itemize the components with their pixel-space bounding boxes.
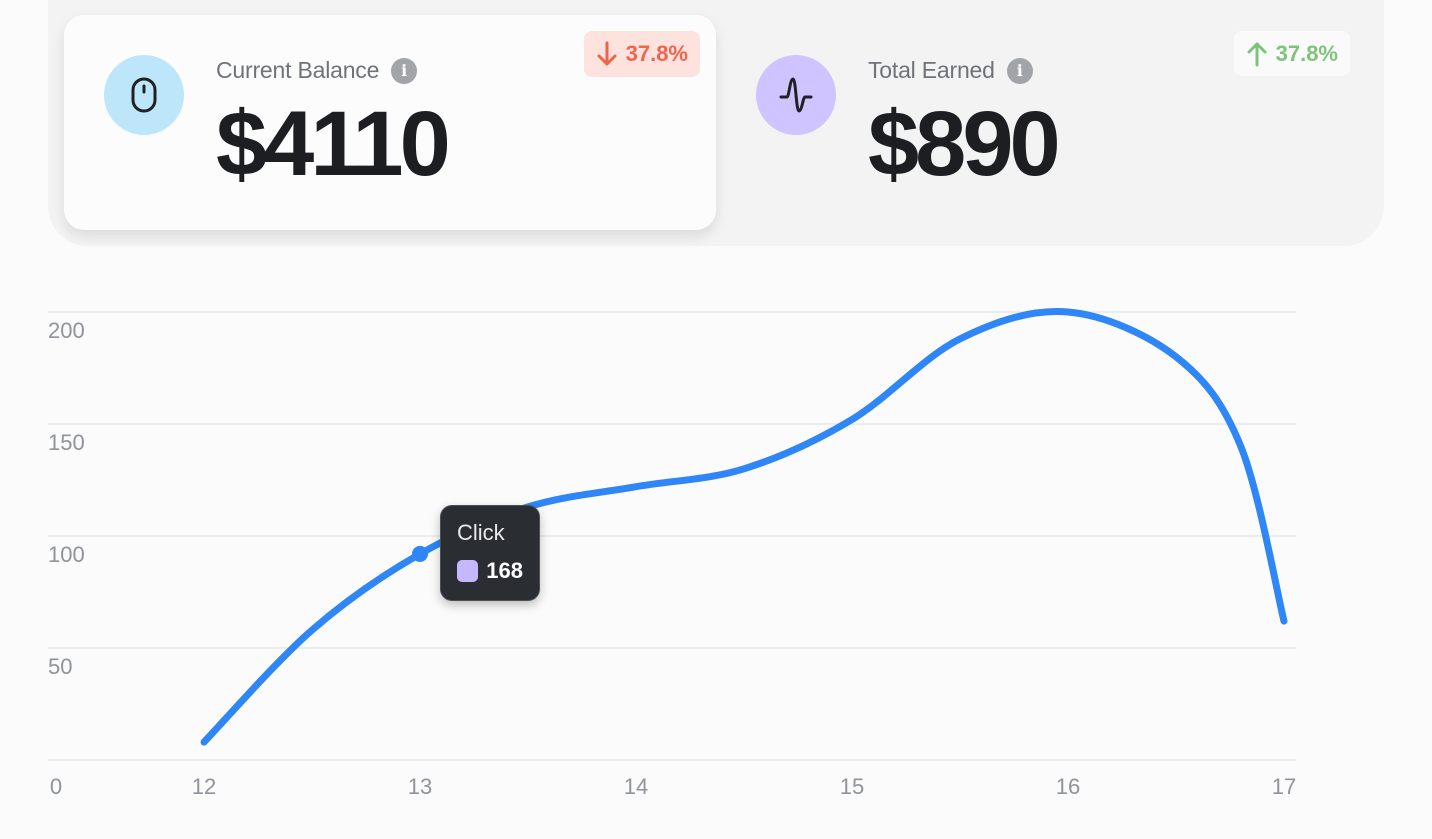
balance-label-row: Current Balance i [216, 57, 418, 84]
info-icon[interactable]: i [1006, 57, 1033, 84]
current-balance-card[interactable]: Current Balance i $4110 37.8% [64, 15, 716, 230]
tooltip-row: 168 [457, 558, 523, 584]
y-tick-label: 200 [48, 318, 85, 343]
balance-delta-value: 37.8% [625, 41, 688, 66]
x-tick-label: 12 [192, 774, 216, 799]
total-earned-card[interactable]: Total Earned i $890 37.8% [716, 15, 1366, 230]
line-chart-svg: 50 100 150 200 0 12 13 14 15 16 17 [48, 308, 1296, 799]
x-tick-label: 17 [1272, 774, 1296, 799]
arrow-down-icon [597, 41, 617, 66]
mouse-icon [131, 77, 157, 113]
earned-label-row: Total Earned i [868, 57, 1033, 84]
balance-delta-badge: 37.8% [583, 31, 700, 77]
balance-avatar [104, 55, 184, 135]
highlight-point [412, 545, 428, 562]
y-tick-label: 50 [48, 654, 72, 679]
y-tick-label: 150 [48, 430, 85, 455]
x-tick-label: 14 [624, 774, 648, 799]
x-tick-label: 15 [840, 774, 864, 799]
activity-pulse-icon [779, 77, 813, 113]
x-tick-label: 0 [50, 774, 62, 799]
earned-avatar [756, 55, 836, 135]
balance-amount: $4110 [216, 93, 451, 195]
y-tick-label: 100 [48, 542, 85, 567]
earned-label: Total Earned [868, 57, 995, 83]
x-tick-label: 13 [408, 774, 432, 799]
arrow-up-icon [1247, 42, 1267, 66]
info-icon[interactable]: i [391, 57, 418, 84]
earned-delta-badge: 37.8% [1233, 31, 1350, 76]
line-chart: 50 100 150 200 0 12 13 14 15 16 17 [0, 270, 1432, 830]
balance-label: Current Balance [216, 57, 380, 83]
tooltip-value: 168 [486, 558, 523, 583]
earned-amount: $890 [868, 93, 1061, 195]
tooltip-swatch [457, 560, 479, 582]
chart-tooltip: Click 168 [440, 505, 540, 601]
series-line [200, 308, 1288, 746]
tooltip-title: Click [457, 520, 505, 545]
x-tick-label: 16 [1056, 774, 1080, 799]
earned-delta-value: 37.8% [1275, 40, 1338, 66]
